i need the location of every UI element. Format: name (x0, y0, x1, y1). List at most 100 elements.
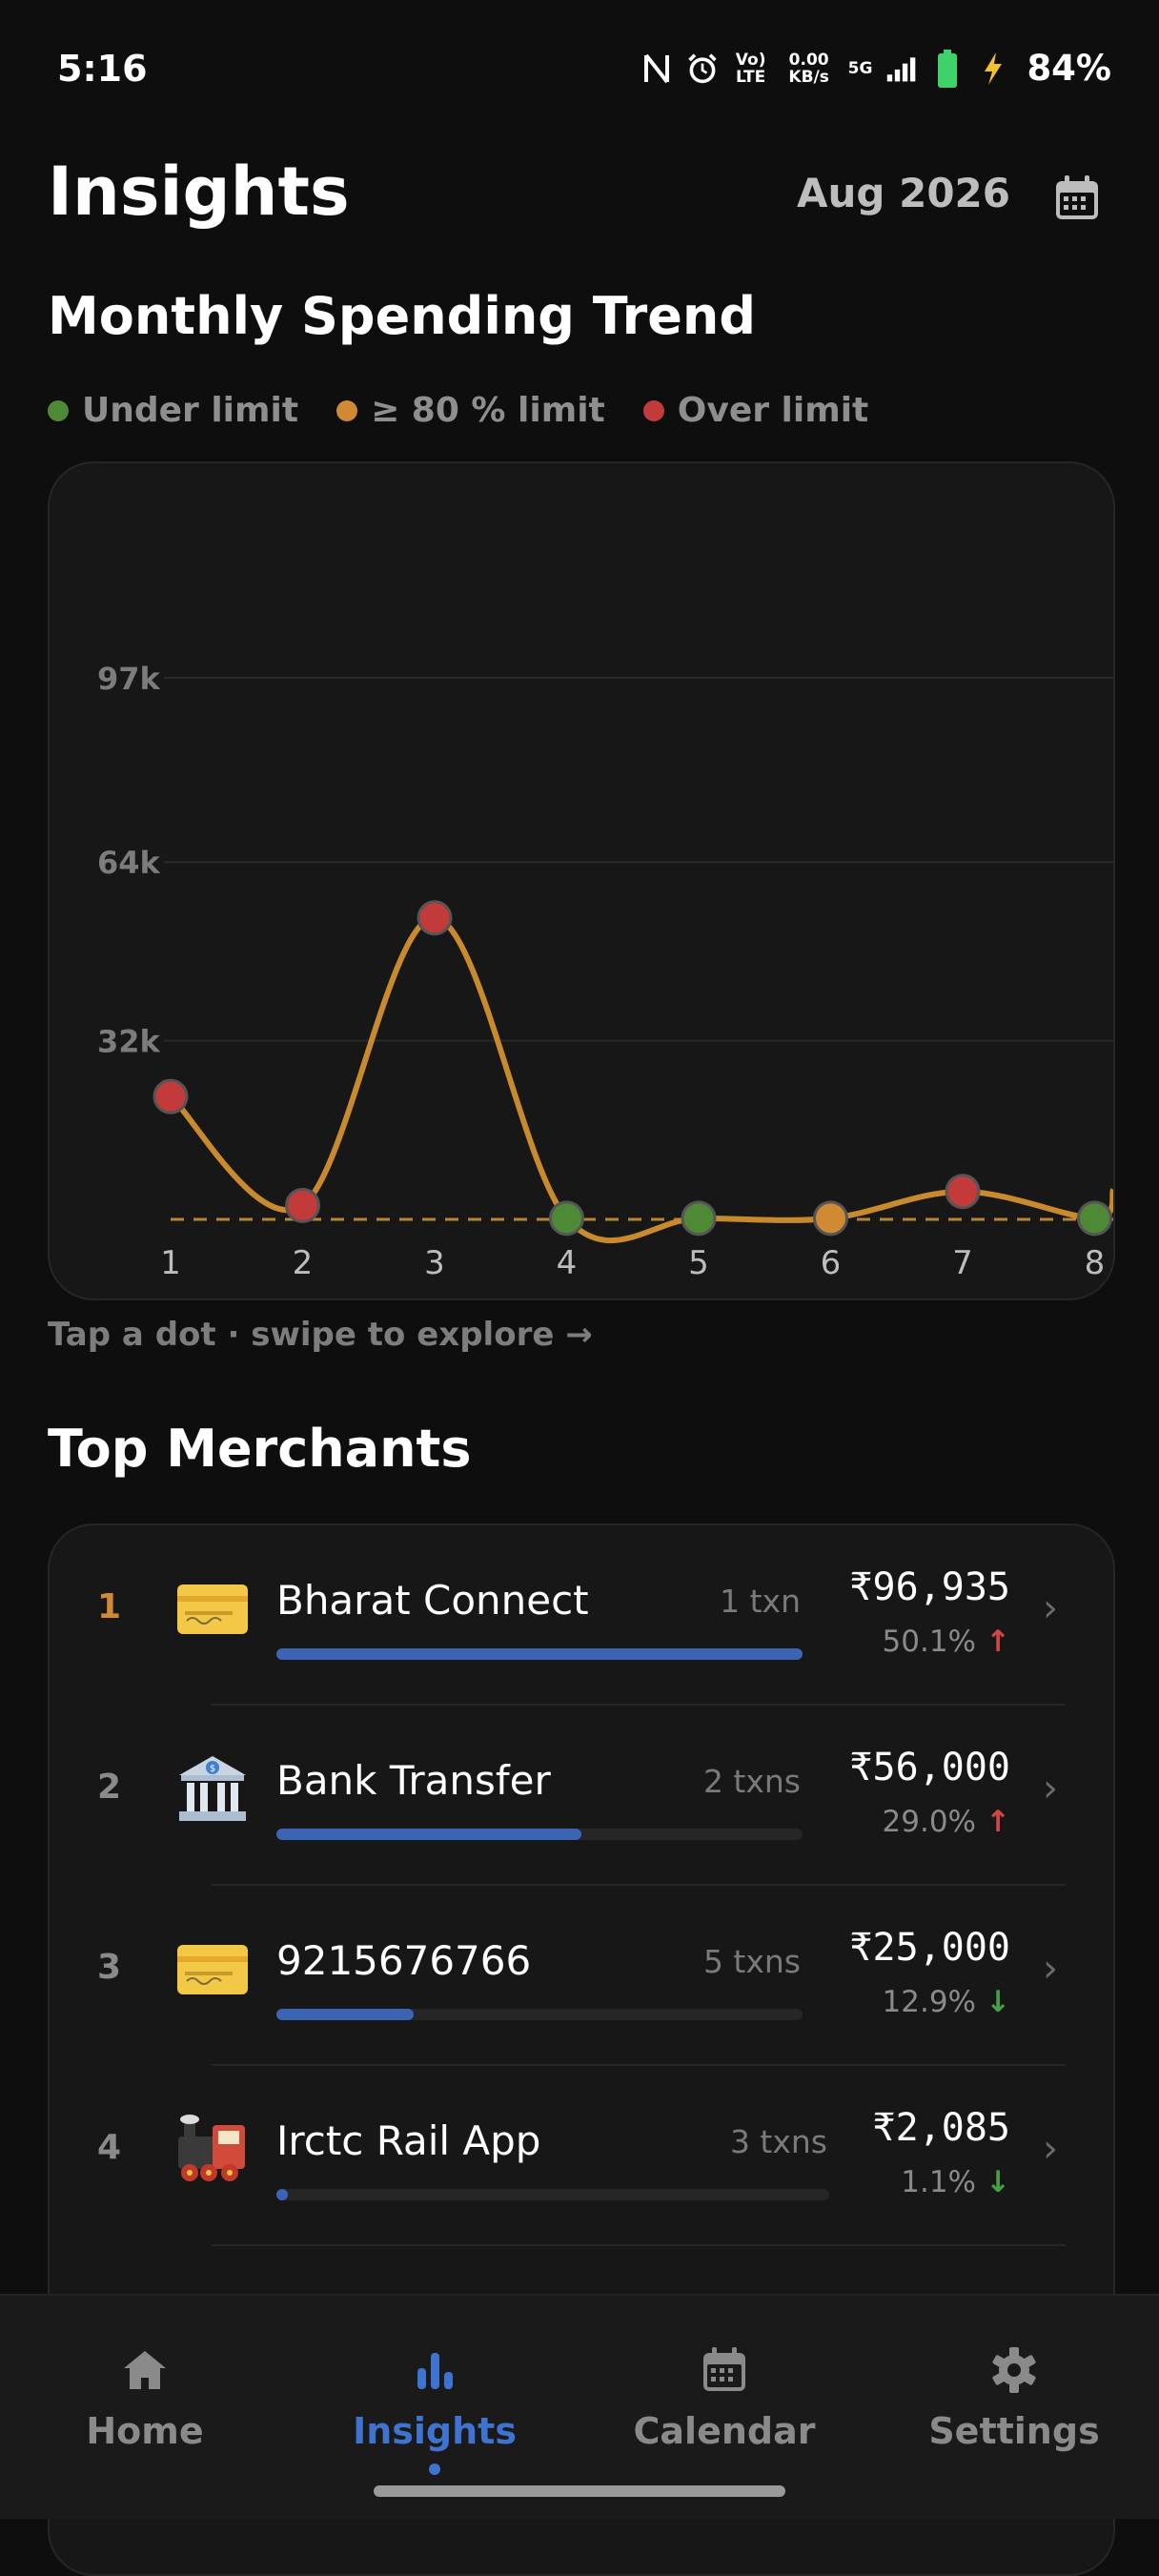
data-point[interactable] (285, 1187, 320, 1223)
merchant-rank: 4 (97, 2128, 122, 2167)
charging-icon (977, 50, 1009, 88)
merchant-percent-value: 12.9% (882, 1985, 977, 2019)
home-icon (124, 2351, 166, 2389)
merchant-amount: ₹96,935 (849, 1565, 1010, 1609)
home-indicator[interactable] (374, 2485, 785, 2497)
calendar-icon (703, 2347, 745, 2391)
merchants-section-title: Top Merchants (48, 1419, 472, 1479)
status-time: 5:16 (57, 48, 148, 90)
credit-card-icon (172, 1568, 254, 1650)
merchant-percent-value: 29.0% (882, 1805, 977, 1839)
data-point[interactable] (417, 900, 453, 936)
merchant-percent: 50.1% ↑ (883, 1625, 1010, 1659)
merchant-row[interactable]: 2 $ Bank Transfer 2 txns ₹56,000 29.0% ↑… (50, 1706, 1113, 1886)
merchant-share-bar (276, 1648, 803, 1660)
data-point[interactable] (813, 1200, 848, 1237)
nav-settings[interactable]: Settings (869, 2343, 1159, 2452)
arrow-down-icon: ↓ (986, 2165, 1010, 2199)
arrow-up-icon: ↑ (986, 1625, 1010, 1659)
arrow-down-icon: ↓ (986, 1985, 1010, 2019)
chart-hint: Tap a dot · swipe to explore → (48, 1316, 593, 1354)
arrow-up-icon: ↑ (986, 1805, 1010, 1839)
bank-icon: $ (172, 1748, 254, 1830)
nav-insights[interactable]: Insights (290, 2343, 580, 2475)
data-point[interactable] (1077, 1200, 1112, 1237)
train-icon (172, 2109, 254, 2191)
page-title: Insights (48, 153, 350, 231)
legend-dot-under (48, 399, 69, 421)
x-tick-label: 6 (821, 1244, 842, 1282)
calendar-picker-button[interactable] (1050, 172, 1104, 225)
chevron-right-icon: › (1043, 2127, 1058, 2171)
svg-text:$: $ (210, 1764, 215, 1774)
month-selector[interactable]: Aug 2026 (797, 170, 1010, 216)
network-speed: 0.00 KB/s (788, 50, 829, 87)
legend-item-over: Over limit (642, 391, 868, 430)
merchant-rank: 3 (97, 1948, 122, 1987)
chart-legend: Under limit ≥ 80 % limit Over limit (48, 391, 868, 430)
merchant-txn-count: 3 txns (729, 2123, 827, 2160)
merchant-percent: 12.9% ↓ (883, 1985, 1010, 2019)
merchant-name: Bharat Connect (276, 1577, 589, 1624)
merchant-amount: ₹2,085 (872, 2106, 1011, 2150)
trend-chart-svg[interactable]: 32k 64k 97k 1 2 3 4 5 6 7 8 (50, 463, 1113, 1298)
bottom-navigation: Home Insights Calendar (0, 2294, 1159, 2519)
y-tick-label: 97k (97, 661, 161, 697)
x-tick-label: 7 (952, 1244, 973, 1282)
nav-calendar[interactable]: Calendar (580, 2343, 869, 2452)
merchant-row[interactable]: 4 Irctc Rail App 3 txns ₹2,085 1.1% ↓ › (50, 2066, 1113, 2246)
x-tick-label: 1 (160, 1244, 181, 1282)
credit-card-icon (172, 1929, 254, 2011)
merchant-amount: ₹25,000 (849, 1926, 1010, 1970)
calendar-icon (1056, 175, 1098, 219)
merchant-share-fill (276, 1648, 803, 1660)
x-tick-label: 4 (557, 1244, 578, 1282)
merchant-txn-count: 5 txns (702, 1943, 801, 1980)
chevron-right-icon: › (1043, 1947, 1058, 1991)
data-point[interactable] (681, 1200, 717, 1237)
row-divider (212, 2244, 1066, 2246)
nfc-icon (640, 50, 673, 88)
x-tick-label: 8 (1085, 1244, 1106, 1282)
legend-item-under: Under limit (48, 391, 298, 430)
merchant-txn-count: 1 txn (720, 1583, 801, 1620)
legend-label-under: Under limit (82, 391, 299, 430)
volte-indicator: Vo) LTE (735, 50, 766, 87)
merchant-name: Bank Transfer (276, 1757, 551, 1804)
x-tick-label: 2 (293, 1244, 314, 1282)
merchant-share-bar (276, 1829, 803, 1840)
battery-percent: 84% (1027, 48, 1111, 89)
merchant-name: Irctc Rail App (276, 2117, 541, 2164)
merchant-percent: 1.1% ↓ (901, 2165, 1010, 2199)
nav-home[interactable]: Home (0, 2343, 290, 2452)
legend-item-near: ≥ 80 % limit (336, 391, 605, 430)
data-point[interactable] (945, 1174, 981, 1210)
merchant-share-fill (276, 1829, 582, 1840)
merchant-row[interactable]: 3 9215676766 5 txns ₹25,000 12.9% ↓ › (50, 1886, 1113, 2066)
row-divider (212, 2064, 1066, 2066)
legend-dot-over (642, 399, 664, 421)
data-point[interactable] (549, 1200, 584, 1237)
merchant-txn-count: 2 txns (702, 1763, 801, 1800)
nav-home-label: Home (86, 2410, 204, 2452)
gear-icon (992, 2347, 1036, 2393)
merchant-amount: ₹56,000 (849, 1746, 1010, 1789)
merchant-name: 9215676766 (276, 1937, 532, 1984)
network-type: 5G (847, 58, 873, 78)
merchant-percent-value: 50.1% (882, 1625, 977, 1659)
x-tick-label: 3 (424, 1244, 445, 1282)
spending-trend-chart[interactable]: 32k 64k 97k 1 2 3 4 5 6 7 8 (48, 461, 1115, 1300)
legend-dot-near (336, 399, 358, 421)
alarm-icon (686, 50, 719, 88)
y-tick-label: 64k (97, 845, 161, 881)
merchant-share-fill (276, 2009, 414, 2020)
nav-insights-label: Insights (353, 2410, 517, 2452)
merchant-rank: 1 (97, 1587, 122, 1626)
active-indicator (429, 2464, 440, 2475)
merchant-row[interactable]: 1 Bharat Connect 1 txn ₹96,935 50.1% ↑ › (50, 1525, 1113, 1706)
merchant-share-fill (276, 2189, 288, 2200)
data-point[interactable] (152, 1078, 189, 1114)
x-tick-label: 5 (688, 1244, 709, 1282)
battery-icon (931, 49, 964, 88)
legend-label-near: ≥ 80 % limit (371, 391, 605, 430)
